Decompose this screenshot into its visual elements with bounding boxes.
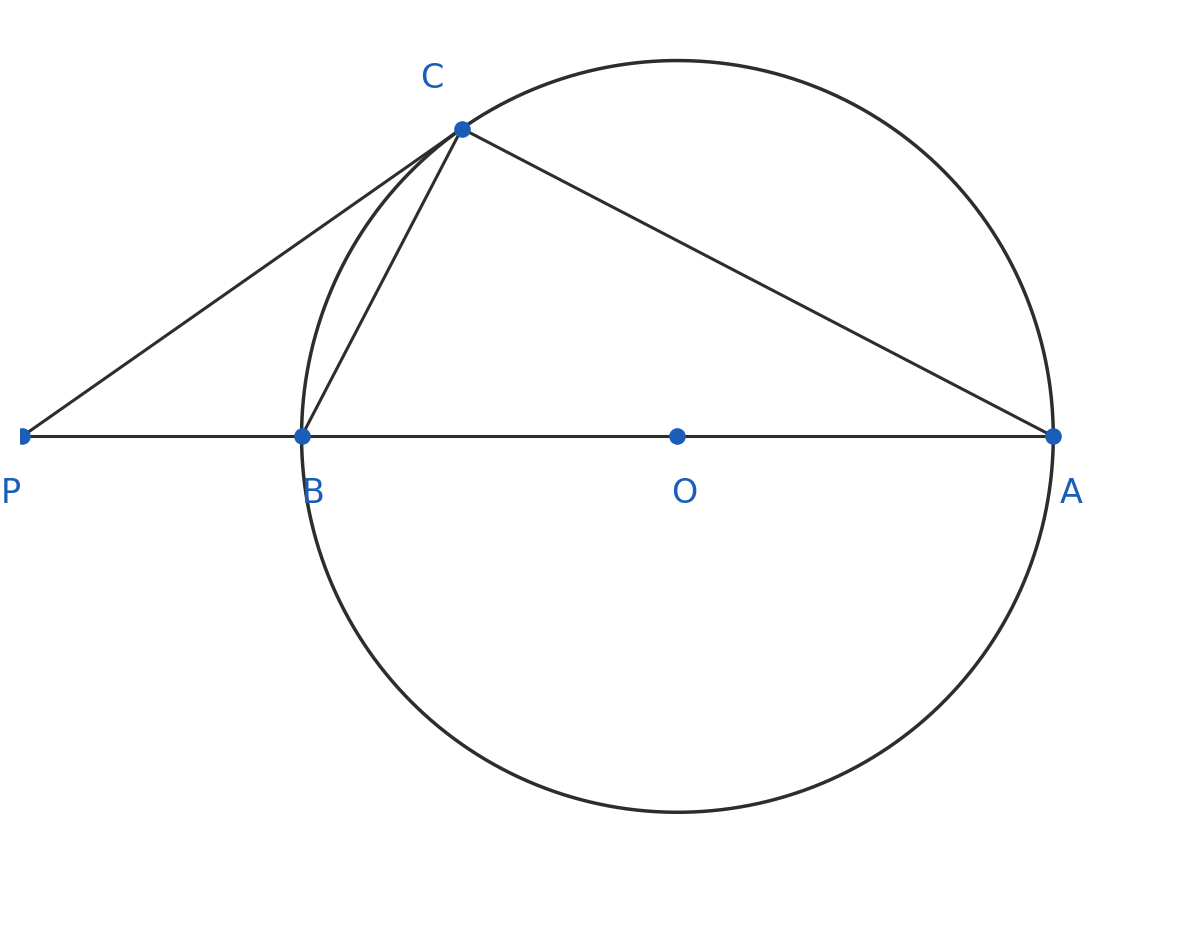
Point [292,428,311,444]
Text: O: O [671,477,697,510]
Point [1044,428,1063,444]
Text: C: C [420,62,444,95]
Text: P: P [1,477,20,510]
Point [668,428,688,444]
Text: B: B [301,477,324,510]
Text: A: A [1060,477,1082,510]
Point [12,428,31,444]
Point [452,121,472,137]
